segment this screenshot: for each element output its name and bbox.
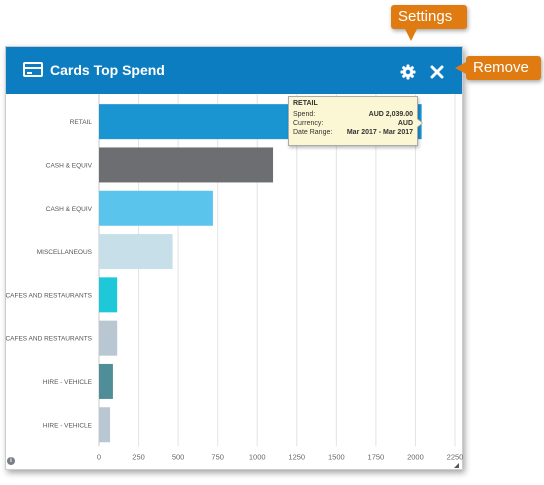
tooltip-row-date-range: Date Range: Mar 2017 - Mar 2017 [293,128,413,137]
tooltip-value: AUD [397,120,413,127]
tooltip-label: Spend: [293,111,316,118]
bar[interactable] [99,320,118,356]
category-label: RETAIL [70,119,93,126]
x-tick-label: 1750 [368,452,385,461]
settings-callout: Settings [391,5,467,41]
x-tick-label: 1250 [288,452,305,461]
bar[interactable] [99,234,173,270]
tooltip-label: Currency: [293,120,324,127]
tooltip-label: Date Range: [293,129,333,136]
bar[interactable] [99,407,111,443]
settings-callout-pointer [405,29,417,41]
remove-callout-pointer [455,62,466,74]
bar[interactable] [99,277,118,313]
category-label: CAFES AND RESTAURANTS [5,336,92,343]
category-label: CASH & EQUIV [46,162,93,169]
bar[interactable] [99,190,213,226]
tooltip-title: RETAIL [293,100,318,107]
remove-callout: Remove [455,56,541,80]
credit-card-icon [23,62,43,77]
info-icon[interactable]: i [7,457,15,465]
widget-title: Cards Top Spend [50,62,165,78]
resize-handle-icon[interactable] [454,463,459,468]
x-tick-label: 2000 [407,452,424,461]
category-label: CAFES AND RESTAURANTS [5,292,92,299]
category-label: HIRE - VEHICLE [43,379,93,386]
tooltip-row-currency: Currency: AUD [293,119,413,128]
bar[interactable] [99,363,113,399]
settings-button[interactable] [400,64,416,80]
close-icon [430,65,444,79]
x-tick-label: 2250 [447,452,464,461]
category-label: MISCELLANEOUS [37,249,93,256]
x-tick-label: 1500 [328,452,345,461]
x-tick-label: 1000 [249,452,266,461]
settings-callout-label: Settings [398,8,453,25]
x-tick-label: 750 [211,452,224,461]
bar[interactable] [99,147,274,183]
tooltip-row-spend: Spend: AUD 2,039.00 [293,110,413,119]
gear-icon [400,64,416,80]
widget-header: Cards Top Spend [6,47,462,94]
tooltip-value: AUD 2,039.00 [368,111,413,118]
bar-tooltip: RETAIL Spend: AUD 2,039.00 Currency: AUD… [288,96,423,146]
x-tick-label: 250 [132,452,145,461]
tooltip-pointer-fill [417,119,422,127]
x-tick-label: 0 [97,452,101,461]
remove-button[interactable] [430,65,444,79]
tooltip-value: Mar 2017 - Mar 2017 [346,129,413,136]
category-label: HIRE - VEHICLE [43,422,93,429]
remove-callout-label: Remove [473,59,529,76]
x-tick-label: 500 [172,452,185,461]
category-label: CASH & EQUIV [46,206,93,213]
